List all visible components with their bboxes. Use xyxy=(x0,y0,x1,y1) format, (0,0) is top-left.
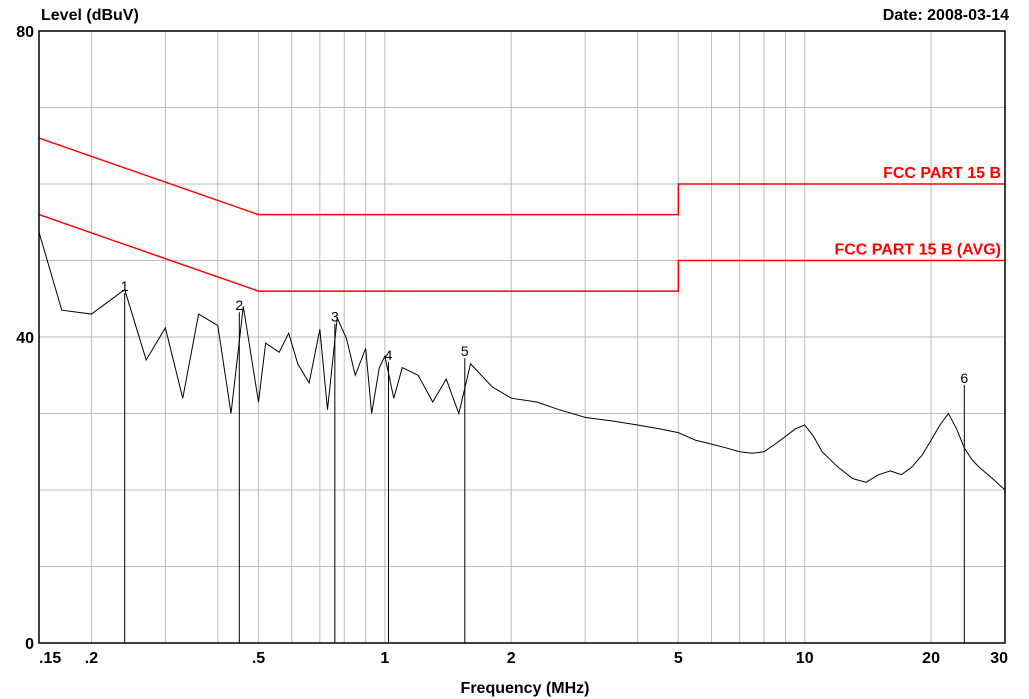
plot-frame xyxy=(38,30,1006,644)
peak-marker-label: 4 xyxy=(385,347,393,363)
x-tick-label: 1 xyxy=(380,650,389,667)
x-tick-label: 2 xyxy=(507,650,516,667)
x-tick-label: .2 xyxy=(85,650,98,667)
emission-trace xyxy=(38,232,1006,491)
date-label: Date: 2008-03-14 xyxy=(883,7,1009,24)
x-axis-title: Frequency (MHz) xyxy=(461,680,590,697)
peak-marker-label: 1 xyxy=(121,278,129,294)
y-tick-label: 40 xyxy=(16,330,34,347)
peak-markers: 1 2 3 4 5 6 xyxy=(121,278,968,643)
peak-marker-label: 5 xyxy=(461,343,469,359)
y-tick-label: 0 xyxy=(25,636,34,653)
x-tick-label: .15 xyxy=(39,650,61,667)
peak-marker-label: 2 xyxy=(235,297,243,313)
x-tick-label: 30 xyxy=(990,650,1008,667)
limit-line-label: FCC PART 15 B xyxy=(883,165,1001,182)
series-group xyxy=(38,232,1006,491)
limit-line xyxy=(38,137,1005,216)
limit-line xyxy=(38,213,1005,292)
x-tick-label: .5 xyxy=(252,650,265,667)
limit-lines xyxy=(38,137,1005,292)
y-tick-label: 80 xyxy=(16,24,34,41)
limit-line-label: FCC PART 15 B (AVG) xyxy=(834,242,1001,259)
x-tick-label: 5 xyxy=(674,650,683,667)
tick-labels: .15 .2 .5 1 2 5 10 20 30 0 40 80 xyxy=(16,24,1008,667)
x-tick-label: 10 xyxy=(796,650,814,667)
peak-marker-label: 3 xyxy=(331,309,339,325)
x-tick-label: 20 xyxy=(922,650,940,667)
y-axis-title: Level (dBuV) xyxy=(41,7,139,24)
peak-marker-label: 6 xyxy=(960,370,968,386)
grid xyxy=(39,31,1006,643)
limit-labels: FCC PART 15 B FCC PART 15 B (AVG) xyxy=(834,165,1001,259)
